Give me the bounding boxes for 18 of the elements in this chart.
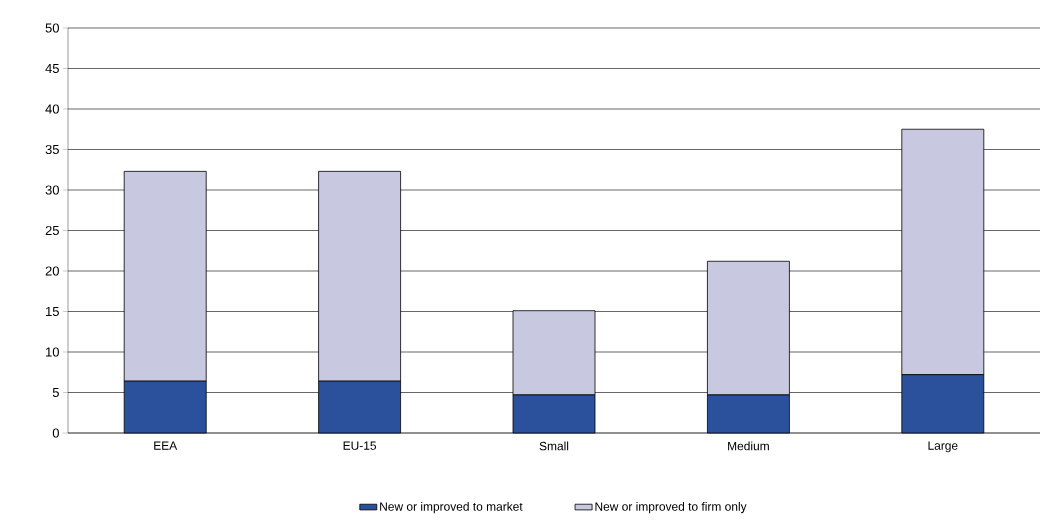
x-tick-label: EEA [154, 441, 178, 450]
y-tick-label: 0 [52, 428, 59, 438]
y-tick-label: 35 [45, 144, 59, 155]
legend-label: New or improved to firm only [595, 501, 747, 514]
y-tick-label: 25 [45, 225, 59, 236]
y-tick-label: 10 [46, 347, 59, 357]
x-tick-label: Medium [728, 441, 769, 451]
y-tick-label: 5 [52, 387, 59, 398]
y-tick-label: 30 [45, 185, 59, 195]
y-tick-label: 45 [45, 63, 59, 74]
x-tick-label: Large [928, 441, 958, 453]
y-tick-label: 15 [46, 306, 59, 317]
y-tick-label: 20 [45, 266, 59, 276]
y-tick-label: 40 [45, 104, 59, 114]
legend-label: New or improved to market [380, 501, 523, 514]
x-tick-label: EU-15 [343, 441, 377, 450]
y-tick-label: 50 [45, 23, 59, 33]
x-tick-label: Small [539, 441, 569, 451]
